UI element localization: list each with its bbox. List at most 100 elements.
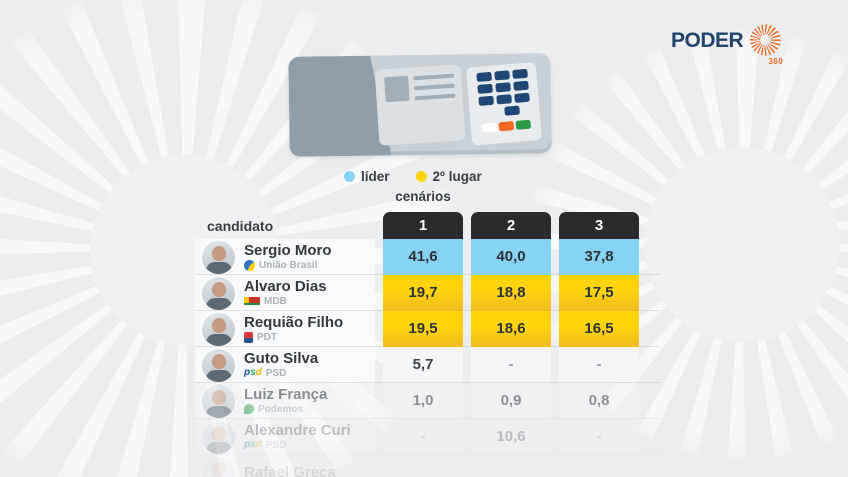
- scenario-value-cell: -: [559, 347, 639, 383]
- table-row: Requião Filho PDT 19,5 18,6 16,5: [195, 311, 660, 347]
- party-line: psd PSD: [244, 440, 351, 451]
- party-logo-psd-icon: psd: [244, 439, 262, 451]
- table-row: Guto Silva psd PSD 5,7- -: [195, 347, 660, 383]
- party-label: MDB: [264, 295, 287, 307]
- candidate-name: Alexandre Curi: [244, 422, 351, 440]
- machine-number-keys: [466, 68, 540, 119]
- scenarios-title: cenários: [395, 189, 451, 204]
- legend-item-second: 2º lugar: [415, 169, 482, 184]
- brand-name: PODER: [671, 28, 744, 52]
- party-logo-pdt-icon: [244, 331, 253, 343]
- party-line: União Brasil: [244, 259, 332, 271]
- candidate-name: Requião Filho: [244, 314, 344, 332]
- candidate-avatar: [202, 348, 235, 382]
- candidate-avatar: [202, 276, 235, 310]
- legend: líder 2º lugar: [344, 169, 482, 184]
- candidate-name: Sergio Moro: [244, 242, 332, 260]
- party-line: MDB: [244, 296, 327, 307]
- candidate-avatar: [202, 240, 235, 274]
- sunburst-core: [644, 147, 840, 343]
- poder360-sunburst-icon: [746, 22, 783, 58]
- machine-screen-text-line: [414, 93, 456, 101]
- legend-item-leader: líder: [344, 169, 390, 184]
- candidate-cell: Guto Silva psd PSD: [195, 347, 375, 383]
- party-label: União Brasil: [259, 259, 318, 271]
- candidate-name: Alvaro Dias: [244, 278, 327, 296]
- scenario-value-cell: 1,0: [383, 383, 463, 419]
- machine-screen-text-line: [413, 83, 455, 91]
- candidate-name: Rafael Greca: [244, 464, 336, 477]
- scenario-value-cell: 19,7: [383, 275, 463, 311]
- leader-dot-icon: [344, 171, 355, 182]
- table-row: Alvaro Dias MDB 19,7 18,8 17,5: [195, 275, 660, 311]
- scenario-value-cell: 17,5: [559, 275, 639, 311]
- party-logo-podemos-icon: [244, 404, 254, 415]
- candidate-cell: Requião Filho PDT: [195, 311, 375, 347]
- scenario-value-cell: [383, 455, 463, 477]
- scenario-value-cell: 16,5: [559, 311, 639, 347]
- machine-orange-button: [498, 121, 514, 132]
- scenario-value-cell: 37,8: [559, 239, 639, 275]
- table-header: candidato 1 2 3: [195, 212, 639, 239]
- scenario-value-cell: -: [471, 347, 551, 383]
- party-line: psd PSD: [244, 368, 318, 379]
- candidate-cell: Luiz França Podemos: [195, 383, 375, 419]
- party-logo-mdb-icon: [244, 297, 260, 306]
- scenario-value-cell: 10,6: [471, 419, 551, 455]
- brand-sub-360: 360: [768, 57, 784, 66]
- party-line: Podemos: [244, 404, 327, 415]
- machine-zero-key: [503, 105, 520, 116]
- scenario-tab-1: 1: [383, 212, 463, 239]
- scenario-tab-2: 2: [471, 212, 551, 239]
- scenario-value-cell: 40,0: [471, 239, 551, 275]
- candidate-cell: Alexandre Curi psd PSD: [195, 419, 375, 455]
- candidate-cell: Alvaro Dias MDB: [195, 275, 375, 311]
- party-label: PSD: [265, 439, 287, 451]
- scenario-value-cell: -: [559, 419, 639, 455]
- table-row: Alexandre Curi psd PSD -10,6-: [195, 419, 660, 455]
- candidate-column-header: candidato: [207, 217, 274, 234]
- machine-screen: [374, 64, 466, 146]
- voting-machine-illustration: [288, 53, 552, 157]
- candidate-avatar: [202, 312, 235, 346]
- scenario-value-cell: 18,8: [471, 275, 551, 311]
- second-place-dot-icon: [415, 171, 427, 182]
- scenario-value-cell: 0,8: [559, 383, 639, 419]
- second-place-label: 2º lugar: [432, 169, 482, 184]
- machine-action-buttons: [471, 119, 542, 134]
- leader-label: líder: [361, 169, 390, 184]
- machine-screen-photo-placeholder: [384, 75, 410, 103]
- machine-green-button: [514, 119, 531, 130]
- scenario-value-cell: 0,9: [471, 383, 551, 419]
- candidate-cell: Sergio Moro União Brasil: [195, 239, 375, 275]
- machine-keypad: [465, 62, 543, 146]
- scenario-value-cell: [471, 455, 551, 477]
- candidate-avatar: [202, 420, 235, 454]
- party-logo-uniao-brasil-icon: [244, 259, 255, 271]
- machine-screen-text-line: [413, 73, 455, 81]
- poll-table: candidato 1 2 3 Sergio Moro União Brasil 4…: [195, 212, 660, 477]
- party-logo-psd-icon: psd: [244, 367, 262, 379]
- machine-white-button: [481, 122, 497, 133]
- party-label: PSD: [265, 367, 287, 379]
- candidate-name: Luiz França: [244, 386, 328, 404]
- scenario-tab-3: 3: [559, 212, 639, 239]
- scenario-value-cell: 18,6: [471, 311, 551, 347]
- scenario-value-cell: 41,6: [383, 239, 463, 275]
- candidate-cell: Rafael Greca: [195, 455, 375, 477]
- table-row: Sergio Moro União Brasil 41,6 40,0 37,8: [195, 239, 660, 275]
- scenario-value-cell: 5,7: [383, 347, 463, 383]
- candidate-avatar: [202, 456, 235, 477]
- scenario-value-cell: -: [383, 419, 463, 455]
- party-line: PDT: [244, 331, 343, 343]
- candidate-avatar: [202, 384, 235, 418]
- scenario-value-cell: [559, 455, 639, 477]
- party-label: PDT: [257, 331, 277, 343]
- table-row: Luiz França Podemos 1,0 0,9 0,8: [195, 383, 660, 419]
- table-row: Rafael Greca: [195, 455, 639, 477]
- poder360-logo: PODER 360: [671, 22, 783, 66]
- table-body: Sergio Moro União Brasil 41,6 40,0 37,8 Alvar…: [195, 239, 660, 477]
- candidate-name: Guto Silva: [244, 350, 319, 368]
- scenario-value-cell: 19,5: [383, 311, 463, 347]
